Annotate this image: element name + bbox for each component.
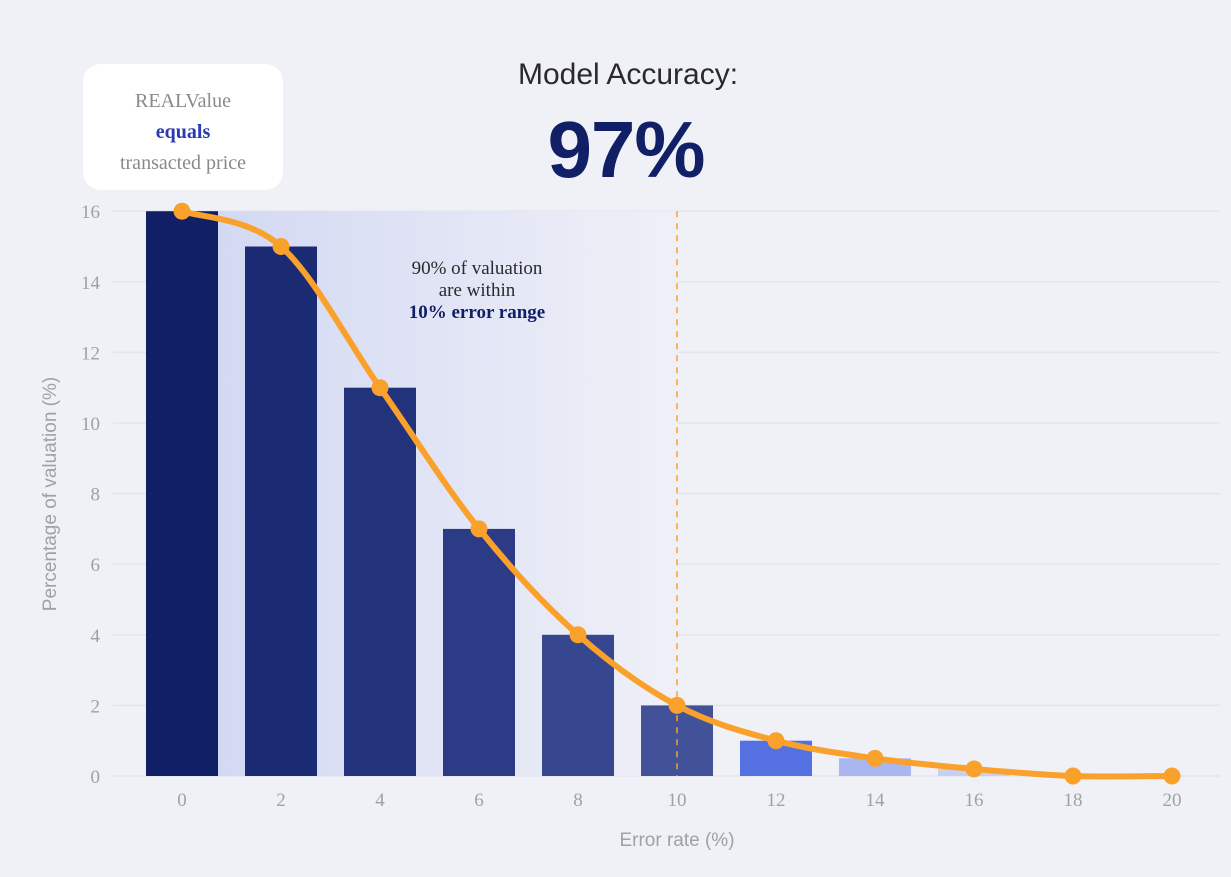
info-card: REALValue equals transacted price <box>83 64 283 190</box>
annotation-line3: 10% error range <box>409 302 545 323</box>
y-tick-label: 16 <box>81 202 100 223</box>
y-tick-label: 12 <box>81 343 100 364</box>
data-point <box>1064 767 1082 785</box>
data-point <box>965 760 983 778</box>
data-point <box>371 379 389 397</box>
x-tick-label: 0 <box>177 790 187 811</box>
x-tick-label: 8 <box>573 790 583 811</box>
x-tick-label: 18 <box>1064 790 1083 811</box>
x-tick-label: 16 <box>965 790 984 811</box>
y-tick-label: 6 <box>91 555 101 576</box>
data-point <box>569 626 587 644</box>
data-point <box>668 696 686 714</box>
x-tick-label: 4 <box>375 790 385 811</box>
card-subtitle: transacted price <box>119 152 247 174</box>
data-point <box>767 732 785 750</box>
x-tick-label: 20 <box>1163 790 1182 811</box>
x-tick-label: 2 <box>276 790 286 811</box>
y-tick-label: 0 <box>91 767 101 788</box>
accuracy-value: 97% <box>547 105 705 194</box>
bar <box>344 387 416 776</box>
data-point <box>866 749 884 767</box>
y-tick-label: 4 <box>91 626 101 647</box>
card-equals: equals <box>155 121 211 143</box>
bar <box>245 246 317 776</box>
y-axis-label: Percentage of valuation (%) <box>40 377 61 611</box>
y-tick-label: 14 <box>81 273 101 294</box>
data-point <box>1163 767 1181 785</box>
bar <box>443 528 515 776</box>
card-brand: REALValue <box>135 90 231 112</box>
annotation-line1: 90% of valuation <box>412 258 543 279</box>
accuracy-title: Model Accuracy: <box>517 58 739 91</box>
x-tick-label: 10 <box>668 790 687 811</box>
x-tick-label: 6 <box>474 790 484 811</box>
y-tick-label: 8 <box>91 485 101 506</box>
data-point <box>470 520 488 538</box>
data-point <box>173 202 191 220</box>
x-axis-label: Error rate (%) <box>619 830 734 851</box>
y-tick-label: 10 <box>81 414 100 435</box>
bar <box>146 211 218 776</box>
data-point <box>272 238 290 255</box>
annotation-line2: are within <box>439 280 516 301</box>
x-tick-label: 14 <box>866 790 886 811</box>
y-tick-label: 2 <box>91 696 101 717</box>
x-tick-label: 12 <box>767 790 786 811</box>
